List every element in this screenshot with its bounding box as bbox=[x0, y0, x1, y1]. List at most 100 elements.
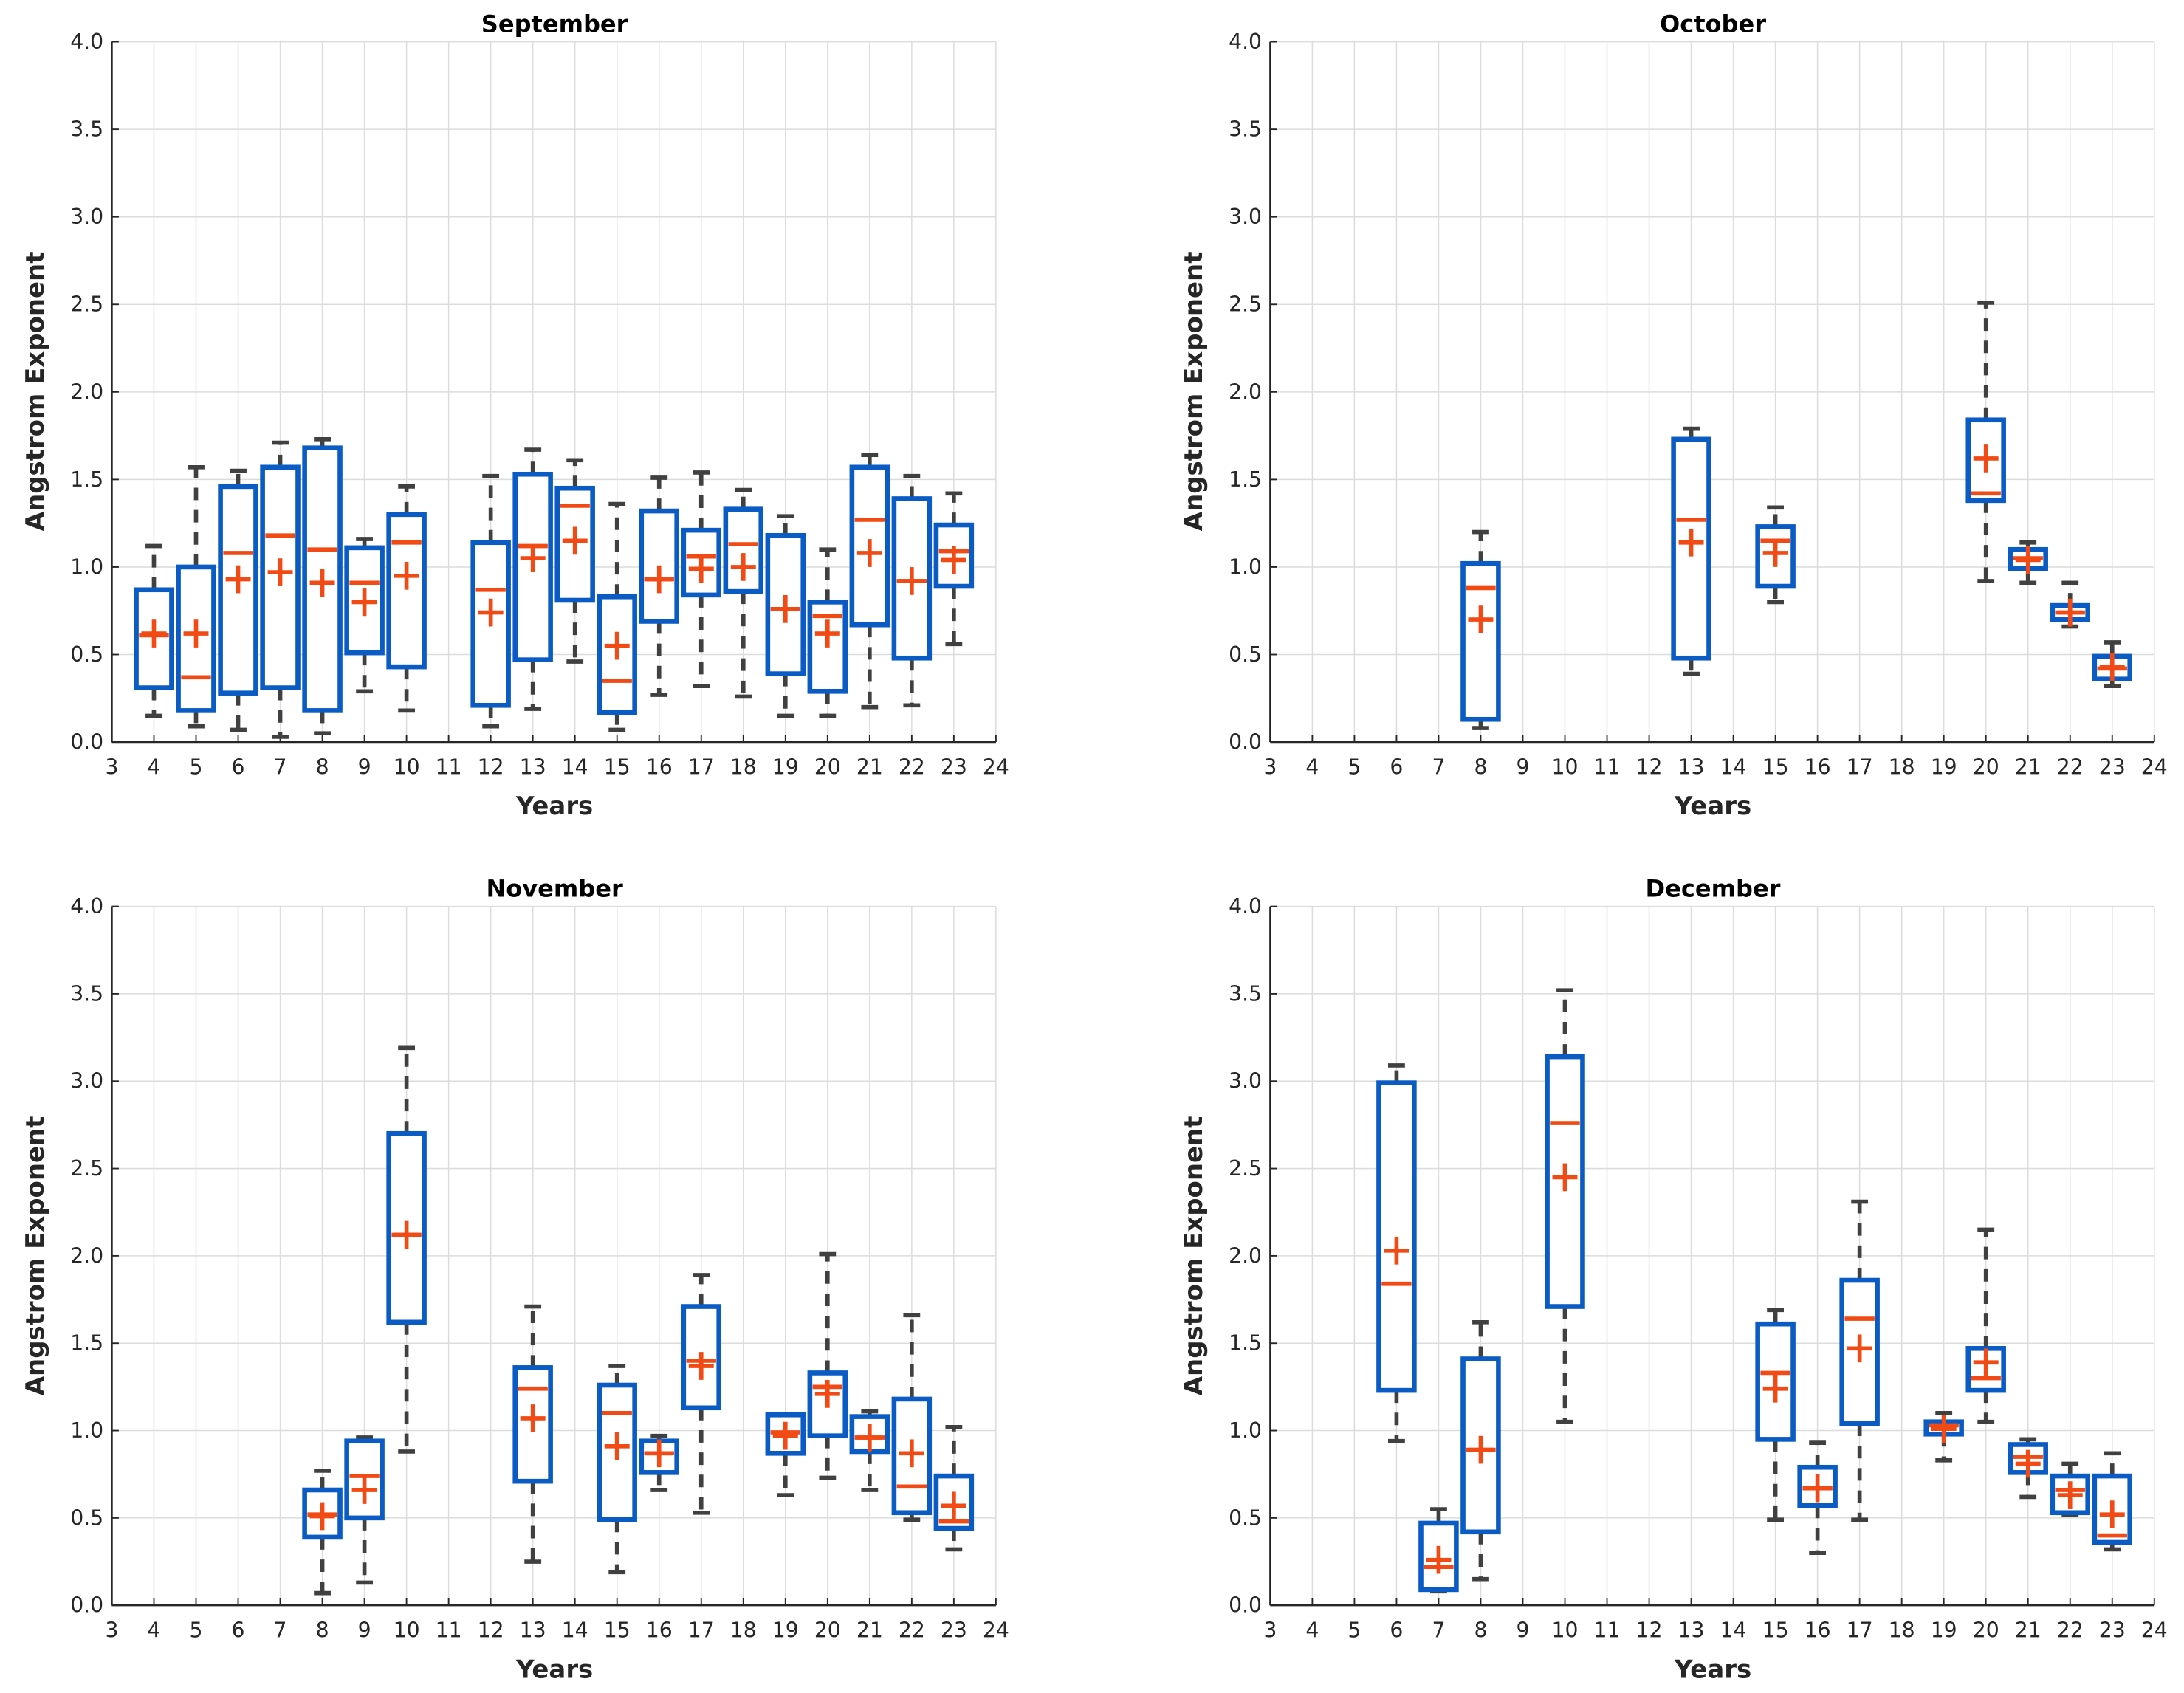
x-tick-label: 23 bbox=[941, 755, 967, 779]
box-year-17 bbox=[1839, 1199, 1880, 1522]
box-year-8 bbox=[302, 1469, 343, 1596]
box-year-23 bbox=[2092, 1451, 2133, 1552]
x-tick-label: 5 bbox=[190, 1618, 203, 1643]
x-tick-label: 6 bbox=[1390, 1618, 1403, 1643]
x-tick-label: 12 bbox=[1636, 1618, 1663, 1643]
y-tick-label: 3.0 bbox=[70, 1069, 103, 1093]
y-tick-label: 1.5 bbox=[1229, 467, 1262, 492]
x-tick-label: 15 bbox=[604, 1618, 631, 1643]
x-tick-label: 24 bbox=[2141, 1618, 2168, 1643]
x-tick-label: 17 bbox=[1847, 755, 1873, 779]
box-iqr bbox=[1839, 1277, 1880, 1426]
y-tick-label: 4.0 bbox=[70, 894, 103, 918]
y-tick-label: 4.0 bbox=[1229, 30, 1262, 54]
box-iqr bbox=[386, 512, 427, 670]
y-tick-label: 2.0 bbox=[70, 1243, 103, 1268]
panel-title: November bbox=[486, 874, 623, 902]
y-tick-label: 0.5 bbox=[70, 1505, 103, 1530]
x-tick-label: 7 bbox=[1432, 1618, 1445, 1643]
x-tick-label: 17 bbox=[688, 755, 715, 779]
box-year-15 bbox=[597, 1364, 637, 1575]
y-tick-label: 3.5 bbox=[1229, 117, 1262, 142]
y-axis-label: Angstrom Exponent bbox=[21, 1116, 50, 1396]
y-tick-label: 3.0 bbox=[1229, 205, 1262, 229]
y-tick-label: 0.5 bbox=[1229, 642, 1262, 667]
x-tick-label: 9 bbox=[1516, 1618, 1529, 1643]
x-tick-label: 20 bbox=[814, 1618, 841, 1643]
x-tick-label: 9 bbox=[358, 1618, 371, 1643]
x-tick-label: 13 bbox=[1678, 755, 1705, 779]
panel-december: December Years Angstrom Exponent 3 4 5 6 7 8 9… bbox=[1179, 874, 2168, 1684]
x-tick-label: 4 bbox=[1305, 1618, 1319, 1643]
box-year-14 bbox=[554, 458, 595, 664]
box-year-23 bbox=[933, 1424, 975, 1552]
x-tick-label: 8 bbox=[1474, 1618, 1487, 1643]
x-tick-label: 5 bbox=[1347, 755, 1361, 779]
y-tick-label: 0.0 bbox=[1229, 730, 1262, 755]
y-tick-label: 1.0 bbox=[70, 554, 103, 579]
x-tick-label: 16 bbox=[646, 1618, 673, 1643]
y-tick-label: 4.0 bbox=[70, 30, 103, 54]
x-tick-label: 18 bbox=[730, 755, 757, 779]
box-year-22 bbox=[891, 1313, 933, 1522]
x-tick-label: 10 bbox=[1552, 755, 1579, 779]
x-tick-label: 18 bbox=[730, 1618, 757, 1643]
panel-title: October bbox=[1660, 10, 1766, 38]
x-tick-label: 5 bbox=[190, 755, 203, 779]
box-year-15 bbox=[597, 501, 637, 732]
x-tick-label: 15 bbox=[604, 755, 631, 779]
box-year-4 bbox=[134, 543, 174, 718]
x-axis-label: Years bbox=[515, 1655, 593, 1684]
y-axis-label: Angstrom Exponent bbox=[1179, 1116, 1209, 1396]
box-year-23 bbox=[2092, 640, 2133, 689]
x-tick-label: 12 bbox=[478, 755, 504, 779]
box-year-22 bbox=[2050, 1461, 2090, 1517]
x-tick-label: 23 bbox=[2099, 755, 2126, 779]
x-tick-label: 16 bbox=[1804, 1618, 1831, 1643]
y-axis-label: Angstrom Exponent bbox=[21, 252, 50, 532]
x-axis-label: Years bbox=[515, 791, 593, 821]
x-tick-label: 21 bbox=[856, 755, 883, 779]
box-iqr bbox=[891, 496, 933, 661]
x-tick-label: 19 bbox=[772, 755, 799, 779]
x-tick-label: 24 bbox=[2141, 755, 2168, 779]
x-tick-label: 16 bbox=[646, 755, 673, 779]
x-tick-label: 21 bbox=[856, 1618, 883, 1643]
x-tick-label: 6 bbox=[1390, 755, 1403, 779]
box-year-19 bbox=[1923, 1411, 1964, 1463]
box-year-19 bbox=[765, 1412, 806, 1497]
x-tick-label: 24 bbox=[983, 755, 1009, 779]
x-tick-label: 11 bbox=[436, 755, 462, 779]
box-year-12 bbox=[470, 473, 511, 729]
x-tick-label: 14 bbox=[1720, 1618, 1747, 1643]
box-iqr bbox=[597, 594, 637, 715]
x-tick-label: 12 bbox=[478, 1618, 504, 1643]
y-tick-label: 2.0 bbox=[70, 380, 103, 404]
box-year-8 bbox=[302, 437, 343, 736]
x-tick-label: 11 bbox=[1594, 1618, 1621, 1643]
x-tick-label: 7 bbox=[274, 1618, 287, 1643]
x-tick-label: 22 bbox=[2057, 1618, 2084, 1643]
x-tick-label: 7 bbox=[274, 755, 287, 779]
x-tick-label: 16 bbox=[1804, 755, 1831, 779]
x-tick-label: 3 bbox=[105, 755, 118, 779]
x-tick-label: 19 bbox=[1931, 1618, 1957, 1643]
x-axis-label: Years bbox=[1674, 791, 1751, 821]
box-iqr bbox=[1376, 1080, 1417, 1393]
y-tick-label: 1.0 bbox=[1229, 1418, 1262, 1443]
box-iqr bbox=[302, 445, 343, 713]
y-tick-label: 3.5 bbox=[70, 117, 103, 142]
x-tick-label: 22 bbox=[899, 1618, 925, 1643]
box-year-15 bbox=[1755, 1308, 1796, 1522]
box-year-16 bbox=[639, 475, 679, 697]
x-tick-label: 19 bbox=[1931, 755, 1957, 779]
x-tick-label: 24 bbox=[983, 1618, 1009, 1643]
x-tick-label: 21 bbox=[2015, 755, 2042, 779]
box-year-13 bbox=[1671, 426, 1711, 676]
y-tick-label: 1.5 bbox=[70, 467, 103, 492]
x-tick-label: 9 bbox=[358, 755, 371, 779]
x-tick-label: 3 bbox=[105, 1618, 118, 1643]
box-year-21 bbox=[849, 1409, 890, 1492]
panel-title: September bbox=[481, 10, 628, 38]
x-tick-label: 23 bbox=[941, 1618, 967, 1643]
